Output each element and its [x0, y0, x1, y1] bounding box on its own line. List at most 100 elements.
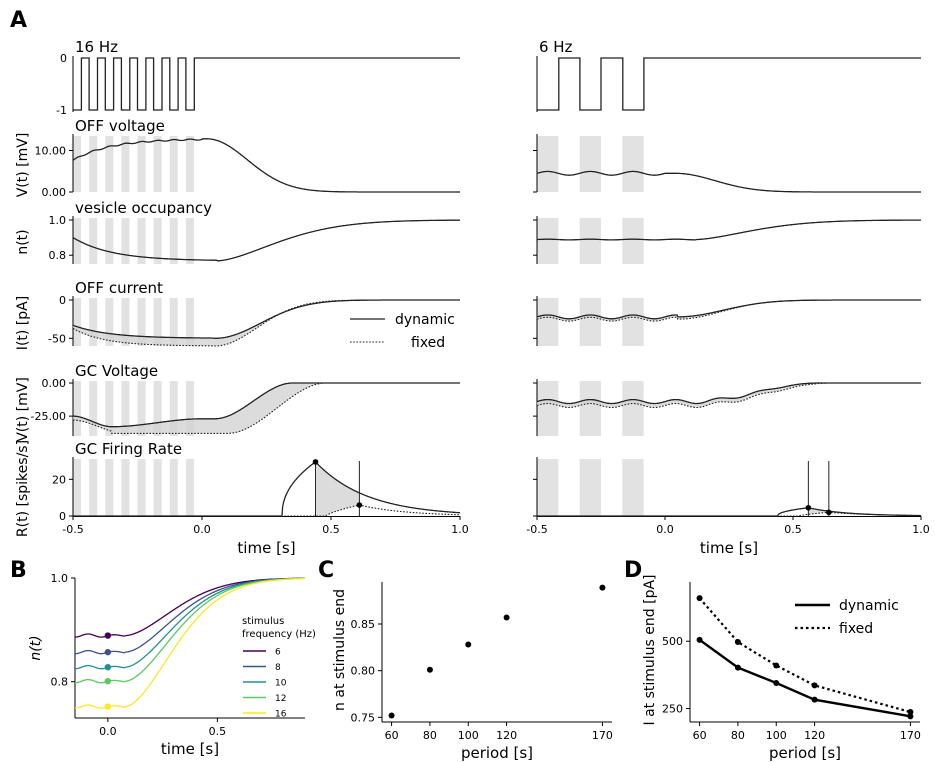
- stimulus-shade: [153, 218, 162, 264]
- stimulus-shade: [153, 298, 162, 346]
- legend-label-fixed: fixed: [411, 335, 445, 351]
- data-point-fixed: [696, 595, 703, 602]
- series-line-fixed: [698, 597, 911, 714]
- dynamic-peak-marker: [312, 459, 319, 465]
- data-point: [503, 614, 510, 621]
- stimulus-shade: [536, 459, 559, 516]
- fixed-trace: [73, 504, 460, 517]
- y-tick-label: 0.80: [351, 665, 376, 678]
- x-tick-label: 1.0: [451, 523, 469, 536]
- y-axis-label: n(t): [15, 229, 31, 254]
- stimulus-shade: [89, 298, 98, 346]
- x-tick-label: 0.0: [193, 523, 211, 536]
- data-point-dynamic: [734, 664, 741, 671]
- x-tick-label: -0.5: [526, 523, 547, 536]
- dynamic-trace: [536, 299, 921, 320]
- y-tick-label: 1.0: [51, 572, 69, 585]
- y-axis-label: V(t) [mV]: [15, 133, 31, 198]
- stimulus-shade: [137, 136, 146, 192]
- data-point-dynamic: [696, 636, 703, 643]
- y-axis-label: n at stimulus end: [332, 589, 348, 711]
- y-tick-label: 0: [60, 52, 67, 65]
- data-point: [465, 641, 472, 648]
- fixed-peak-marker: [826, 509, 832, 516]
- stimulus-shade: [105, 218, 114, 264]
- x-tick-label: 0.0: [99, 725, 117, 738]
- stimulus-shade: [169, 381, 178, 436]
- peak-window-fill: [316, 462, 359, 516]
- legend-title: frequency (Hz): [242, 629, 316, 640]
- x-tick-label: 170: [592, 729, 613, 742]
- panel-label-a: A: [10, 8, 27, 33]
- series-line-16: [75, 577, 305, 709]
- x-axis-label: period [s]: [769, 744, 841, 762]
- stimulus-trace: [73, 57, 460, 111]
- row-title: OFF current: [75, 279, 163, 297]
- x-tick-label: 60: [385, 729, 399, 742]
- dynamic-trace: [537, 507, 921, 517]
- stimulus-shade: [185, 381, 194, 436]
- difference-fill: [537, 383, 921, 408]
- dynamic-trace: [537, 219, 921, 241]
- legend-label-8: 8: [275, 663, 281, 673]
- stimulus-shade: [73, 381, 82, 436]
- series-marker-8: [104, 648, 112, 656]
- y-tick-label: 0: [59, 510, 66, 523]
- row-title: GC Voltage: [75, 362, 158, 380]
- stimulus-shade: [579, 218, 601, 264]
- column-title: 6 Hz: [539, 38, 573, 56]
- x-tick-label: 60: [693, 729, 707, 742]
- fixed-trace: [72, 299, 460, 347]
- stimulus-shade: [105, 298, 114, 346]
- stimulus-shade: [536, 298, 559, 346]
- row-title: OFF voltage: [75, 117, 165, 135]
- y-tick-label: 0.00: [42, 186, 67, 199]
- dynamic-trace: [536, 170, 921, 193]
- x-tick-label: 80: [731, 729, 745, 742]
- y-axis-label: V(t) [mV]: [15, 377, 31, 442]
- x-tick-label: 1.0: [912, 523, 930, 536]
- x-axis-label: time [s]: [237, 539, 295, 557]
- x-axis-label: time [s]: [700, 539, 758, 557]
- stimulus-shade: [622, 459, 644, 516]
- stimulus-shade: [169, 298, 178, 346]
- panel-label-d: D: [624, 558, 642, 583]
- difference-fill: [73, 383, 460, 434]
- y-tick-label: 1.0: [49, 214, 67, 227]
- data-point-fixed: [811, 682, 818, 689]
- dynamic-trace: [73, 382, 460, 428]
- row-title: vesicle occupancy: [75, 199, 212, 217]
- stimulus-shade: [185, 136, 194, 192]
- y-tick-label: 500: [662, 635, 683, 648]
- fixed-peak-marker: [356, 502, 363, 508]
- stimulus-shade: [169, 459, 178, 516]
- x-tick-label: 120: [496, 729, 517, 742]
- stimulus-shade: [169, 136, 178, 192]
- x-axis-label: period [s]: [461, 744, 533, 762]
- stimulus-shade: [579, 459, 601, 516]
- row-title: GC Firing Rate: [75, 440, 182, 458]
- y-axis-label: R(t) [spikes/s]: [15, 440, 31, 537]
- stimulus-shade: [536, 136, 559, 192]
- stimulus-shade: [579, 381, 601, 436]
- data-point-fixed: [907, 709, 914, 716]
- stimulus-shade: [622, 298, 644, 346]
- stimulus-shade: [185, 459, 194, 516]
- stimulus-shade: [121, 298, 130, 346]
- stimulus-shade: [169, 218, 178, 264]
- y-tick-label: 0.8: [49, 249, 67, 262]
- y-tick-label: 10.00: [35, 144, 67, 157]
- x-tick-label: 0.5: [209, 725, 227, 738]
- x-tick-label: 100: [766, 729, 787, 742]
- dynamic-peak-marker: [805, 504, 812, 511]
- series-marker-10: [104, 663, 112, 671]
- stimulus-shade: [579, 298, 601, 346]
- stimulus-shade: [622, 218, 644, 264]
- x-tick-label: -0.5: [62, 523, 83, 536]
- y-tick-label: 0: [59, 294, 66, 307]
- stimulus-shade: [89, 459, 98, 516]
- y-tick-label: 0.8: [51, 676, 69, 689]
- stimulus-shade: [89, 218, 98, 264]
- data-point: [599, 584, 606, 591]
- stimulus-shade: [153, 459, 162, 516]
